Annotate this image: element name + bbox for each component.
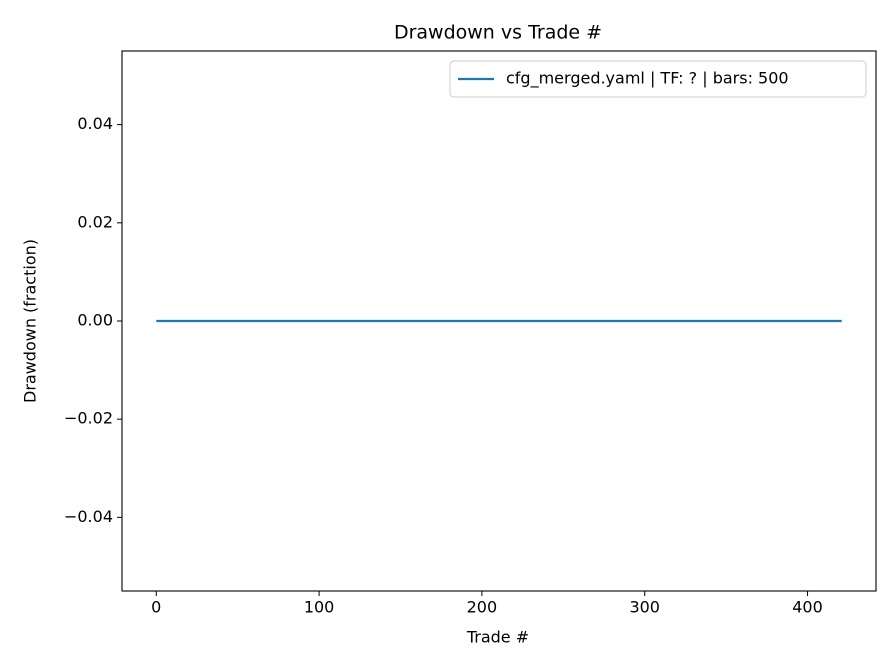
x-tick-label: 100 — [304, 598, 335, 617]
y-tick-label: −0.02 — [64, 409, 113, 428]
y-tick-label: −0.04 — [64, 507, 113, 526]
y-tick-label: 0.02 — [77, 212, 113, 231]
y-tick-label: 0.00 — [77, 311, 113, 330]
x-axis-label: Trade # — [466, 628, 529, 647]
x-tick-label: 0 — [151, 598, 161, 617]
legend-box — [449, 60, 867, 98]
x-tick-label: 400 — [792, 598, 823, 617]
chart-title: Drawdown vs Trade # — [394, 22, 602, 44]
x-tick-label: 200 — [467, 598, 498, 617]
axes-frame — [121, 50, 877, 592]
y-axis-label: Drawdown (fraction) — [21, 239, 40, 403]
legend-label: cfg_merged.yaml | TF: ? | bars: 500 — [506, 69, 789, 89]
x-tick-label: 300 — [629, 598, 660, 617]
y-tick-label: 0.04 — [77, 114, 113, 133]
